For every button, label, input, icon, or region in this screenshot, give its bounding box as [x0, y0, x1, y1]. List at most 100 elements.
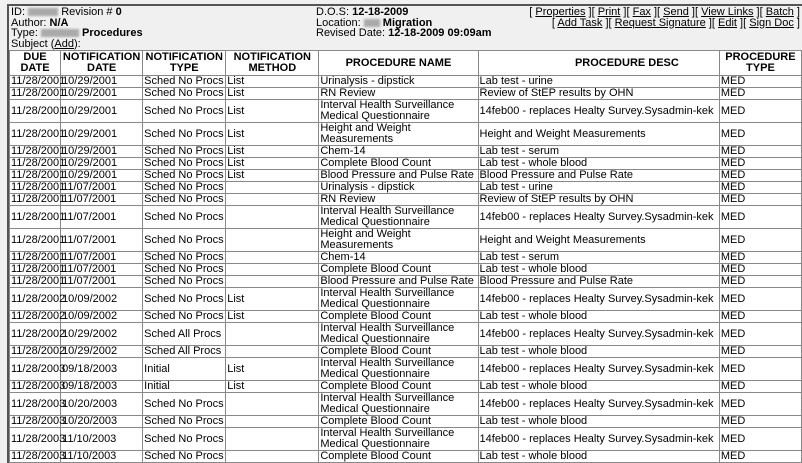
procedure-name-cell: Chem-14	[318, 251, 479, 264]
procedure-desc-cell: Lab test - serum	[477, 251, 720, 264]
send-link[interactable]: Send	[663, 6, 689, 18]
procedure-type-cell: MED	[718, 169, 802, 182]
batch-link[interactable]: Batch	[765, 6, 794, 18]
due-date-cell: 11/28/2001	[8, 122, 65, 146]
procedure-name-cell: Interval Health Surveillance Medical Que…	[318, 427, 479, 451]
procedure-type-cell: MED	[718, 251, 802, 264]
procedure-type-cell: MED	[718, 415, 802, 428]
notification-type-cell: Sched No Procs	[142, 99, 227, 123]
dos-value: 12-18-2009	[352, 6, 409, 18]
procedure-name-cell: Interval Health Surveillance Medical Que…	[318, 205, 479, 229]
procedure-name-cell: Complete Blood Count	[318, 157, 479, 170]
due-date-cell: 11/28/2003	[8, 357, 65, 381]
print-link[interactable]: Print	[597, 6, 621, 18]
due-date-cell: 11/28/2002	[8, 310, 66, 323]
location-value: Migration	[382, 16, 433, 29]
due-date-cell: 11/28/2003	[8, 450, 66, 463]
procedure-desc-cell: Lab test - urine	[477, 75, 720, 88]
notification-method-cell	[225, 275, 320, 288]
notification-type-cell: Sched No Procs	[142, 145, 227, 158]
due-date-cell: 11/28/2001	[8, 169, 66, 182]
procedure-desc-cell: Review of StEP results by OHN	[477, 193, 720, 206]
sign-doc-link[interactable]: Sign Doc	[749, 16, 794, 29]
table-row: 11/28/2001 10/29/2001 Sched No Procs List He…	[8, 122, 802, 146]
procedure-type-cell: MED	[718, 75, 802, 88]
procedure-name-cell: Complete Blood Count	[318, 345, 479, 358]
table-row: 11/28/2003 09/18/2003 Initial List Interval …	[8, 357, 802, 381]
notification-type-cell: Sched No Procs	[142, 228, 227, 252]
procedure-desc-cell: Lab test - whole blood	[477, 157, 720, 170]
notification-date-cell: 09/18/2003	[60, 357, 144, 381]
procedure-type-cell: MED	[718, 205, 802, 229]
author-value: N/A	[49, 16, 69, 29]
properties-link[interactable]: Properties	[535, 6, 586, 18]
procedure-desc-cell: Lab test - serum	[477, 145, 720, 158]
fax-link[interactable]: Fax	[632, 6, 651, 18]
procedure-name-cell: Interval Health Surveillance Medical Que…	[318, 287, 479, 311]
table-row: 11/28/2001 11/07/2001 Sched No Procs Height…	[8, 228, 802, 252]
notification-date-cell: 10/29/2001	[60, 75, 144, 88]
procedure-desc-cell: Lab test - whole blood	[477, 380, 720, 393]
table-row: 11/28/2001 10/29/2001 Sched No Procs List RN…	[8, 87, 802, 100]
table-row: 11/28/2003 09/18/2003 Initial List Complete …	[8, 380, 802, 393]
document-panel: ID: Revision # 0 Author: N/A Type: Proce…	[7, 4, 802, 463]
table-row: 11/28/2001 11/07/2001 Sched No Procs Interv…	[8, 205, 802, 229]
table-row: 11/28/2001 11/07/2001 Sched No Procs Blood …	[8, 275, 802, 288]
table-row: 11/28/2002 10/09/2002 Sched No Procs List In…	[8, 287, 802, 311]
procedure-type-cell: MED	[718, 275, 802, 288]
revision-value: 0	[115, 6, 122, 18]
notification-method-cell	[225, 427, 320, 451]
due-date-cell: 11/28/2001	[8, 205, 65, 229]
notification-date-cell: 10/29/2001	[60, 87, 144, 100]
procedure-type-cell: MED	[718, 392, 802, 416]
notification-date-cell: 11/07/2001	[60, 205, 144, 229]
notification-type-cell: Initial	[142, 357, 227, 381]
table-row: 11/28/2001 10/29/2001 Sched No Procs List In…	[8, 99, 802, 123]
notification-date-cell: 10/09/2002	[60, 287, 144, 311]
procedure-desc-cell: 14feb00 - replaces Healty Survey.Sysadmi…	[477, 205, 720, 229]
table-row: 11/28/2001 11/07/2001 Sched No Procs Chem-1…	[8, 251, 802, 264]
procedure-name-cell: Height and Weight Measurements	[318, 122, 479, 146]
due-date-cell: 11/28/2001	[8, 228, 65, 252]
edit-link[interactable]: Edit	[718, 16, 737, 29]
revision-label: Revision #	[61, 6, 113, 18]
procedure-desc-cell: Blood Pressure and Pulse Rate	[477, 275, 720, 288]
procedure-desc-cell: 14feb00 - replaces Healty Survey.Sysadmi…	[477, 427, 720, 451]
table-row: 11/28/2001 11/07/2001 Sched No Procs Comple…	[8, 263, 802, 276]
due-date-cell: 11/28/2003	[8, 427, 65, 451]
notification-method-cell: List	[225, 157, 320, 170]
due-date-cell: 11/28/2002	[8, 322, 65, 346]
notification-date-cell: 11/07/2001	[60, 228, 144, 252]
table-row: 11/28/2001 10/29/2001 Sched No Procs List Ur…	[8, 75, 802, 88]
due-date-cell: 11/28/2003	[8, 415, 66, 428]
procedure-name-cell: Interval Health Surveillance Medical Que…	[318, 357, 479, 381]
notification-type-cell: Initial	[142, 380, 227, 393]
notification-type-cell: Sched No Procs	[142, 181, 227, 194]
table-row: 11/28/2001 10/29/2001 Sched No Procs List Bl…	[8, 169, 802, 182]
notification-type-cell: Sched No Procs	[142, 251, 227, 264]
request-signature-link[interactable]: Request Signature	[614, 16, 706, 29]
due-date-cell: 11/28/2001	[8, 263, 66, 276]
notification-type-cell: Sched No Procs	[142, 205, 227, 229]
table-row: 11/28/2003 10/20/2003 Sched No Procs Comple…	[8, 415, 802, 428]
procedure-type-cell: MED	[718, 427, 802, 451]
add-subject-link[interactable]: Add	[54, 37, 74, 50]
procedure-desc-cell: Lab test - whole blood	[477, 415, 720, 428]
notification-method-cell	[225, 263, 320, 276]
procedure-type-cell: MED	[718, 357, 802, 381]
procedure-type-cell: MED	[718, 145, 802, 158]
procedure-desc-cell: Lab test - whole blood	[477, 263, 720, 276]
add-task-link[interactable]: Add Task	[557, 16, 603, 29]
procedure-type-cell: MED	[718, 228, 802, 252]
view-links-link[interactable]: View Links	[701, 6, 754, 18]
column-header-procedure-name: PROCEDURE NAME	[318, 50, 479, 76]
notification-method-cell: List	[225, 287, 320, 311]
notification-date-cell: 10/20/2003	[60, 415, 144, 428]
notification-type-cell: Sched No Procs	[142, 122, 227, 146]
notification-type-cell: Sched No Procs	[142, 310, 227, 323]
notification-date-cell: 10/29/2001	[60, 145, 144, 158]
procedure-desc-cell: 14feb00 - replaces Healty Survey.Sysadmi…	[477, 357, 720, 381]
notification-method-cell	[225, 228, 320, 252]
procedure-type-cell: MED	[718, 263, 802, 276]
procedure-type-cell: MED	[718, 99, 802, 123]
